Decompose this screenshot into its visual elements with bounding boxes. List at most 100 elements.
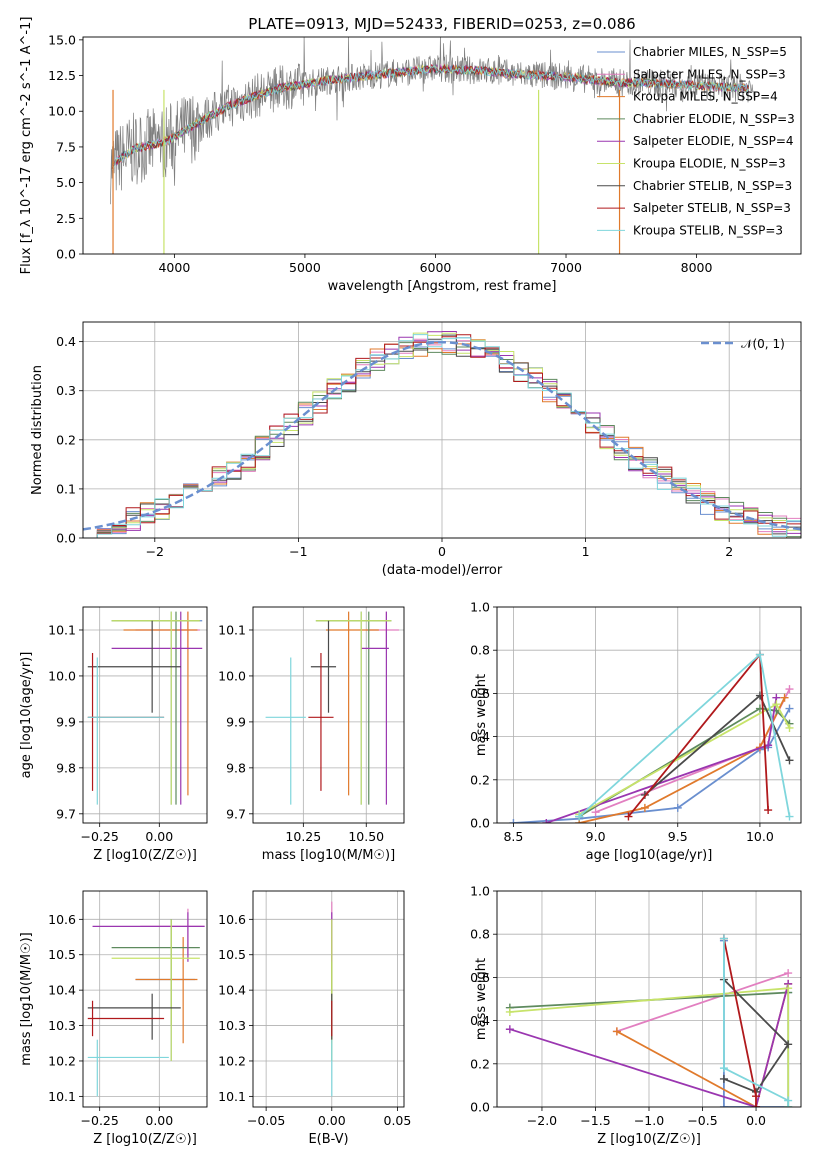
y-tick-label: 0.0 xyxy=(56,247,76,262)
y-tick-label: 0.0 xyxy=(470,1100,490,1115)
y-tick-label: 1.0 xyxy=(470,600,490,615)
y-tick-label: 0.1 xyxy=(56,481,76,496)
legend: Chabrier MILES, N_SSP=5 Salpeter MILES, N… xyxy=(597,45,795,237)
y-tick-label: 0.0 xyxy=(56,531,76,546)
x-axis-label: Z [log10(Z/Z☉)] xyxy=(93,848,197,863)
weight-marker xyxy=(719,1064,728,1073)
weight-marker xyxy=(719,934,728,943)
y-tick-label: 0.6 xyxy=(470,686,490,701)
x-tick-label: −1.0 xyxy=(634,1113,664,1128)
panel-residuals: −2 −1 0 1 2 0.0 0.1 0.2 0.3 0.4 (data-model)/error… xyxy=(30,321,802,578)
y-tick-label: 10.1 xyxy=(218,622,246,637)
y-tick-label: 0.4 xyxy=(56,334,76,349)
x-tick-label: 0.05 xyxy=(384,1113,412,1128)
plot-area xyxy=(110,37,756,254)
x-axis-label: wavelength [Angstrom, rest frame] xyxy=(328,279,557,294)
x-tick-label: −2.0 xyxy=(527,1113,557,1128)
panel-spectrum: 4000 5000 6000 7000 8000 0.0 2.5 5.0 7.5 10.0 12.5… xyxy=(19,15,802,294)
model-spectrum-line xyxy=(111,63,750,171)
plot-area xyxy=(505,934,793,1107)
x-axis-label: age [log10(age/yr)] xyxy=(586,848,713,863)
y-tick-label: 12.5 xyxy=(48,68,76,83)
x-tick-label: 0 xyxy=(438,544,446,559)
chart-title: PLATE=0913, MJD=52433, FIBERID=0253, z=0… xyxy=(248,15,635,33)
weight-marker xyxy=(764,806,773,815)
panel-weight-vs-z: −2.0 −1.5 −1.0 −0.5 0.0 0.0 0.2 0.4 0.6 0.8 1.0 Z [… xyxy=(470,884,802,1147)
legend-entry: Salpeter STELIB, N_SSP=3 xyxy=(633,201,791,215)
axes-frame xyxy=(252,890,405,1108)
plot-area xyxy=(83,331,801,538)
weight-marker xyxy=(755,650,764,659)
y-tick-label: 9.7 xyxy=(226,806,246,821)
x-tick-label: 8000 xyxy=(681,260,713,275)
x-axis-label: Z [log10(Z/Z☉)] xyxy=(597,1132,701,1147)
weight-marker xyxy=(784,1040,793,1049)
legend-entry: Chabrier MILES, N_SSP=5 xyxy=(633,45,787,59)
y-tick-label: 10.3 xyxy=(48,1018,76,1033)
model-spectrum-line xyxy=(111,63,750,171)
y-axis-label: age [log10(age/yr)] xyxy=(19,652,34,779)
y-tick-label: 10.0 xyxy=(48,104,76,119)
x-axis-label: Z [log10(Z/Z☉)] xyxy=(93,1132,197,1147)
y-axis-label: mass weight xyxy=(474,958,489,1040)
y-tick-label: 10.2 xyxy=(48,1053,76,1068)
axes-frame xyxy=(496,890,802,1108)
weight-line xyxy=(509,983,790,1107)
gaussian-reference-line xyxy=(83,340,801,531)
weight-line xyxy=(513,708,791,823)
x-tick-label: 6000 xyxy=(420,260,452,275)
weight-line xyxy=(723,978,790,1094)
panel-mass-vs-z: −0.25 0.00 10.1 10.2 10.3 10.4 10.5 10.6 Z [log1… xyxy=(19,890,208,1147)
x-tick-label: 0.00 xyxy=(318,1113,346,1128)
y-tick-label: 10.6 xyxy=(48,912,76,927)
weight-marker xyxy=(673,803,682,812)
y-tick-label: 0.2 xyxy=(56,432,76,447)
x-tick-label: 10.0 xyxy=(746,829,774,844)
legend-entry: Kroupa STELIB, N_SSP=3 xyxy=(633,223,783,237)
legend-entry: Kroupa MILES, N_SSP=4 xyxy=(633,90,778,104)
axes-frame xyxy=(496,606,802,824)
x-tick-label: −1 xyxy=(289,544,307,559)
y-tick-label: 10.0 xyxy=(48,668,76,683)
x-tick-label: 7000 xyxy=(550,260,582,275)
axes-frame xyxy=(252,606,405,824)
y-tick-label: 10.0 xyxy=(218,668,246,683)
x-tick-label: 10.50 xyxy=(348,829,384,844)
x-axis-label: E(B-V) xyxy=(308,1132,348,1147)
x-tick-label: 9.0 xyxy=(586,829,606,844)
y-tick-label: 9.9 xyxy=(226,714,246,729)
legend-entry: Chabrier STELIB, N_SSP=3 xyxy=(633,179,792,193)
y-tick-label: 9.7 xyxy=(56,806,76,821)
weight-marker xyxy=(752,1103,761,1107)
y-tick-label: 0.4 xyxy=(470,729,490,744)
y-tick-label: 0.2 xyxy=(470,772,490,787)
x-tick-label: 10.25 xyxy=(285,829,321,844)
y-tick-label: 9.8 xyxy=(56,760,76,775)
x-axis-label: (data-model)/error xyxy=(382,563,503,578)
legend: 𝒩(0, 1) xyxy=(701,337,785,351)
x-tick-label: −1.5 xyxy=(580,1113,610,1128)
x-tick-label: 0.00 xyxy=(145,1113,173,1128)
x-tick-label: 0.0 xyxy=(746,1113,766,1128)
y-tick-label: 10.1 xyxy=(48,1089,76,1104)
x-tick-label: 9.5 xyxy=(668,829,688,844)
y-tick-label: 10.6 xyxy=(218,912,246,927)
weight-marker xyxy=(509,819,518,823)
y-tick-label: 7.5 xyxy=(56,139,76,154)
axes-frame xyxy=(82,36,802,255)
x-tick-label: 0.00 xyxy=(145,829,173,844)
x-tick-label: 5000 xyxy=(289,260,321,275)
weight-marker xyxy=(752,1092,761,1101)
weight-marker xyxy=(785,812,794,821)
weight-marker xyxy=(719,1074,728,1083)
y-tick-label: 0.3 xyxy=(56,383,76,398)
x-tick-label: 4000 xyxy=(158,260,190,275)
x-tick-label: 2 xyxy=(725,544,733,559)
y-tick-label: 9.9 xyxy=(56,714,76,729)
x-axis-label: mass [log10(M/M☉)] xyxy=(262,848,395,863)
panel-weight-vs-age: 8.5 9.0 9.5 10.0 0.0 0.2 0.4 0.6 0.8 1.0 age [log1… xyxy=(470,600,802,863)
weight-marker xyxy=(784,969,793,978)
panel-age-vs-mass: 10.25 10.50 9.7 9.8 9.9 10.0 10.1 mass [log10(M… xyxy=(218,606,405,863)
legend-entry: 𝒩(0, 1) xyxy=(741,337,785,351)
